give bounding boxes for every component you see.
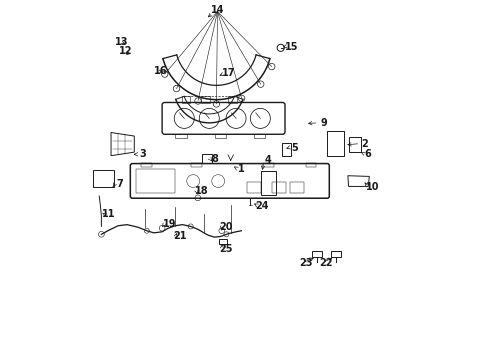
Text: 7: 7 — [116, 179, 122, 189]
Bar — [312, 251, 322, 257]
Bar — [282, 143, 291, 156]
Bar — [306, 163, 317, 167]
Bar — [331, 251, 341, 257]
Text: 3: 3 — [140, 149, 147, 159]
Bar — [349, 137, 361, 152]
Text: 12: 12 — [119, 46, 132, 57]
Bar — [263, 163, 273, 167]
Text: 1: 1 — [238, 164, 245, 174]
Bar — [327, 131, 344, 156]
Text: 13: 13 — [115, 37, 128, 47]
Text: 25: 25 — [220, 244, 233, 253]
Bar — [261, 171, 276, 195]
Text: 15: 15 — [285, 42, 298, 52]
Text: 10: 10 — [366, 182, 380, 192]
Text: 14: 14 — [211, 5, 224, 15]
Text: 23: 23 — [300, 258, 313, 268]
Bar — [228, 96, 237, 103]
Bar — [254, 134, 266, 138]
Text: 2: 2 — [361, 139, 368, 149]
Bar — [202, 154, 212, 163]
Text: 4: 4 — [265, 156, 271, 165]
Bar — [247, 182, 261, 193]
Text: 18: 18 — [195, 186, 208, 197]
Text: 8: 8 — [211, 154, 218, 163]
Bar — [192, 163, 202, 167]
Text: 17: 17 — [222, 68, 236, 78]
Bar — [136, 169, 175, 193]
Text: 5: 5 — [292, 143, 298, 153]
Text: 11: 11 — [102, 209, 115, 219]
Text: 21: 21 — [173, 231, 187, 242]
Bar — [201, 96, 210, 103]
Text: 9: 9 — [320, 118, 327, 128]
Bar — [142, 163, 152, 167]
Text: 16: 16 — [154, 66, 168, 76]
Text: 19: 19 — [163, 219, 176, 229]
Bar — [182, 96, 190, 103]
Text: 24: 24 — [255, 201, 269, 211]
Bar — [93, 170, 114, 187]
Text: 6: 6 — [365, 149, 371, 159]
Text: 20: 20 — [220, 222, 233, 232]
Bar — [215, 134, 226, 138]
Bar — [175, 134, 187, 138]
Text: 22: 22 — [319, 258, 333, 268]
Bar — [272, 182, 286, 193]
Bar — [290, 182, 304, 193]
Bar — [220, 239, 227, 244]
